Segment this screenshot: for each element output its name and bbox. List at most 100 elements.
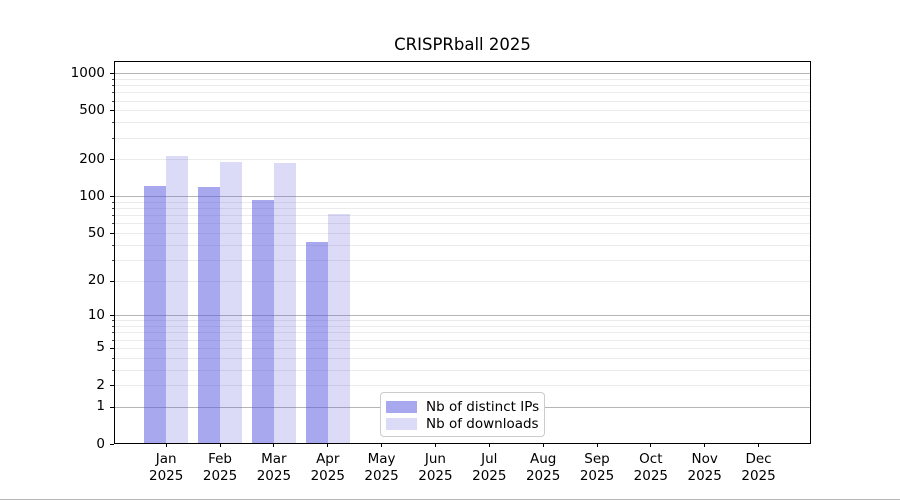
legend: Nb of distinct IPs Nb of downloads (380, 392, 545, 437)
y-tick-label: 200 (79, 150, 105, 167)
x-tick (704, 443, 706, 447)
y-tick-label: 100 (79, 187, 105, 204)
minor-gridline (115, 208, 810, 210)
x-tick-year: 2025 (310, 467, 345, 484)
y-minor-tick (112, 259, 114, 261)
x-tick (758, 443, 760, 447)
x-tick-label: Jun 2025 (404, 451, 466, 484)
y-minor-tick (112, 357, 114, 359)
x-tick-label: Feb 2025 (189, 451, 251, 484)
x-tick-year: 2025 (741, 467, 776, 484)
y-tick-label: 1 (96, 398, 105, 415)
y-minor-tick (112, 85, 114, 87)
y-minor-tick (112, 208, 114, 210)
bar-distinct-ips (251, 200, 274, 443)
minor-gridline (115, 122, 810, 124)
x-tick-month: Nov (691, 451, 718, 467)
legend-label-distinct-ips: Nb of distinct IPs (426, 399, 540, 415)
y-minor-tick (112, 369, 114, 371)
x-tick (488, 443, 490, 447)
minor-gridline (115, 332, 810, 334)
y-minor-tick (112, 92, 114, 94)
y-tick (110, 196, 114, 198)
y-tick (110, 406, 114, 408)
minor-gridline (115, 320, 810, 322)
minor-gridline (115, 85, 810, 87)
minor-gridline (115, 347, 810, 349)
y-minor-tick (112, 137, 114, 139)
major-gridline (115, 73, 810, 75)
x-tick-year: 2025 (202, 467, 238, 484)
x-tick-label: Dec 2025 (728, 451, 790, 484)
y-minor-tick (112, 332, 114, 334)
x-tick-year: 2025 (472, 467, 507, 484)
x-tick (434, 443, 436, 447)
bar-downloads (273, 162, 296, 443)
y-minor-tick (112, 223, 114, 225)
minor-gridline (115, 357, 810, 359)
x-tick-month: Mar (261, 451, 287, 467)
bar-distinct-ips (305, 242, 328, 443)
y-minor-tick (112, 326, 114, 328)
minor-gridline (115, 385, 810, 387)
minor-gridline (115, 100, 810, 102)
y-tick (110, 385, 114, 387)
y-tick (110, 233, 114, 235)
x-tick-month: Jan (155, 451, 177, 467)
y-minor-tick (112, 215, 114, 217)
y-tick (110, 347, 114, 349)
minor-gridline (115, 215, 810, 217)
y-minor-tick (112, 78, 114, 80)
y-minor-tick (112, 339, 114, 341)
y-tick-label: 10 (87, 306, 105, 323)
y-tick (110, 73, 114, 75)
minor-gridline (115, 326, 810, 328)
x-tick-label: Oct 2025 (620, 451, 682, 484)
y-tick (110, 315, 114, 317)
y-tick (110, 444, 114, 445)
minor-gridline (115, 339, 810, 341)
bar-distinct-ips (198, 186, 221, 443)
minor-gridline (115, 259, 810, 261)
y-tick (110, 110, 114, 112)
y-tick-label: 2 (96, 376, 105, 393)
legend-swatch-downloads (386, 418, 417, 430)
x-tick-label: Jan 2025 (135, 451, 197, 484)
y-minor-tick (112, 320, 114, 322)
x-tick (650, 443, 652, 447)
minor-gridline (115, 201, 810, 203)
x-tick-label: May 2025 (351, 451, 413, 484)
y-tick (110, 280, 114, 282)
x-tick-year: 2025 (687, 467, 722, 484)
x-tick-label: Sep 2025 (566, 451, 628, 484)
x-tick-month: Oct (639, 451, 663, 467)
x-tick (219, 443, 221, 447)
y-minor-tick (112, 100, 114, 102)
minor-gridline (115, 244, 810, 246)
x-tick-label: Jul 2025 (458, 451, 520, 484)
x-tick-year: 2025 (149, 467, 184, 484)
x-tick (542, 443, 544, 447)
bar-downloads (220, 161, 243, 443)
x-tick-month: Jul (481, 451, 498, 467)
x-tick-label: Nov 2025 (674, 451, 736, 484)
y-tick-label: 1000 (70, 64, 105, 81)
x-tick-month: Jun (424, 451, 446, 467)
major-gridline (115, 196, 810, 198)
minor-gridline (115, 280, 810, 282)
x-tick-year: 2025 (256, 467, 292, 484)
y-tick-label: 20 (87, 272, 105, 289)
x-tick-year: 2025 (579, 467, 615, 484)
x-tick (381, 443, 383, 447)
bar-downloads (327, 214, 350, 443)
minor-gridline (115, 223, 810, 225)
x-tick-month: May (367, 451, 396, 467)
minor-gridline (115, 110, 810, 112)
x-tick-label: Mar 2025 (243, 451, 305, 484)
x-tick (596, 443, 598, 447)
legend-swatch-distinct-ips (386, 401, 417, 413)
minor-gridline (115, 78, 810, 80)
legend-label-downloads: Nb of downloads (426, 416, 539, 432)
minor-gridline (115, 233, 810, 235)
